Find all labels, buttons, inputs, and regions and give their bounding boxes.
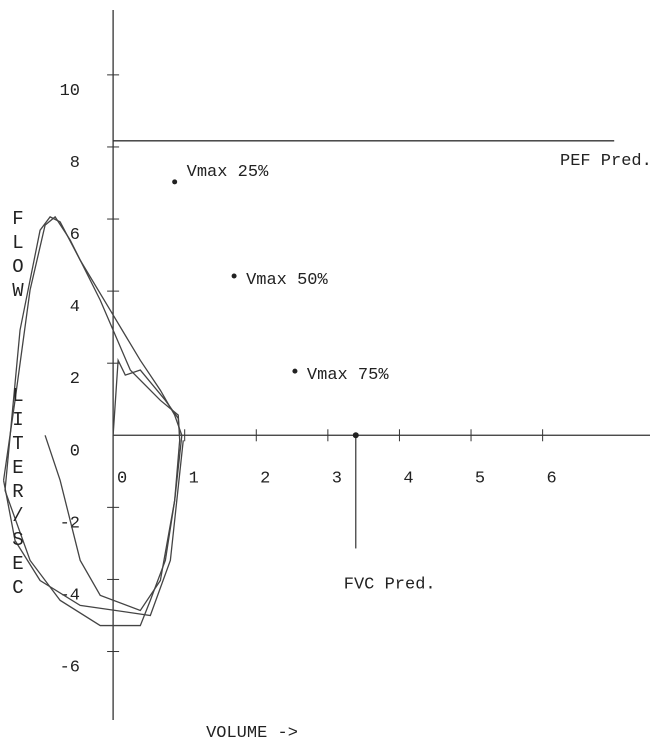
x-tick-label: 6 [547,469,557,488]
fvc-pred-point [352,432,359,439]
x-tick-label: 4 [403,469,413,488]
y-tick-label: 6 [70,226,80,245]
flow-volume-curve [2,440,184,617]
x-tick-label: 0 [117,469,127,488]
y-tick-label: -6 [60,659,80,678]
y-axis-label: LITER/SEC [7,385,29,601]
x-tick-label: 3 [332,469,342,488]
flow-volume-curve [2,215,181,612]
vmax-point [231,273,237,279]
y-tick-label: -4 [60,586,80,605]
y-tick-label: 0 [70,442,80,461]
vmax-label: Vmax 25% [187,163,269,182]
y-axis-label: FLOW [7,208,29,304]
y-tick-label: 2 [70,370,80,389]
vmax-point [172,179,178,185]
vmax-point [292,368,298,374]
fvc-pred-label: FVC Pred. [344,575,436,594]
x-tick-label: 1 [189,469,199,488]
y-tick-label: 8 [70,154,80,173]
y-tick-label: 10 [60,82,80,101]
vmax-label: Vmax 50% [246,271,328,290]
vmax-label: Vmax 75% [307,366,389,385]
flow-volume-curve [112,357,181,436]
flow-volume-curve [4,216,183,627]
pef-pred-label: PEF Pred. [560,152,652,171]
x-tick-label: 5 [475,469,485,488]
y-tick-label: 4 [70,298,80,317]
x-tick-label: 2 [260,469,270,488]
x-axis-label: VOLUME -> [206,724,298,743]
y-tick-label: -2 [60,514,80,533]
